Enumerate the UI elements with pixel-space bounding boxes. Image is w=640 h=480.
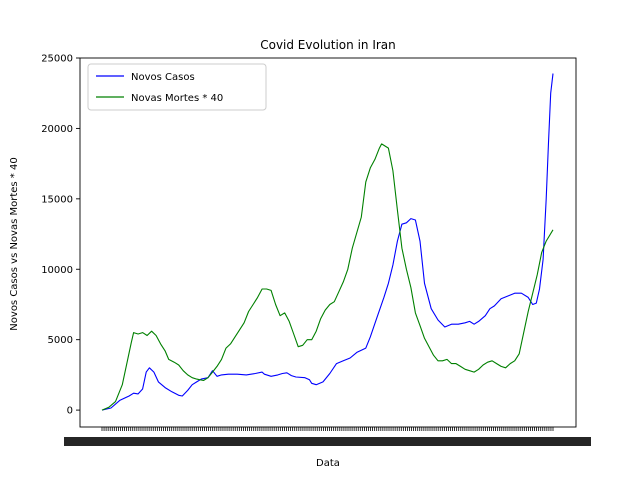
y-axis: 0 5000 10000 15000 20000 25000 [41, 54, 80, 417]
legend-box [87, 63, 267, 111]
axes-frame [79, 57, 577, 428]
y-tick-label: 5000 [48, 335, 73, 346]
x-axis [64, 427, 591, 446]
y-tick-label: 0 [67, 406, 73, 417]
x-tick-labels-overlap [64, 437, 591, 446]
y-axis-label: Novos Casos vs Novas Mortes * 40 [9, 157, 20, 330]
x-axis-label: Data [316, 458, 340, 469]
plot-area [79, 57, 577, 428]
series-line-1 [101, 73, 554, 411]
legend-label-2: Novas Mortes * 40 [131, 93, 223, 104]
y-tick-label: 15000 [41, 194, 73, 205]
y-tick-label: 25000 [41, 54, 73, 65]
legend-label-1: Novos Casos [131, 72, 195, 83]
y-tick-label: 20000 [41, 124, 73, 135]
legend: Novos Casos Novas Mortes * 40 [87, 63, 267, 111]
chart-title: Covid Evolution in Iran [260, 38, 396, 52]
series-line-2 [101, 143, 554, 411]
y-tick-label: 10000 [41, 265, 73, 276]
